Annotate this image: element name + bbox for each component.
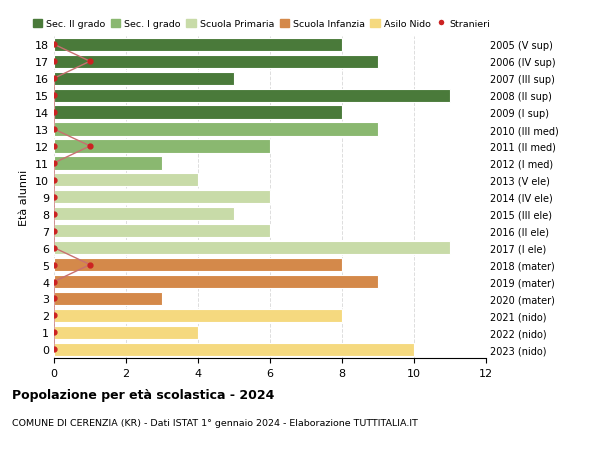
- Bar: [54, 140, 270, 153]
- Bar: [54, 106, 342, 119]
- Bar: [54, 90, 450, 102]
- Bar: [54, 56, 378, 69]
- Text: COMUNE DI CERENZIA (KR) - Dati ISTAT 1° gennaio 2024 - Elaborazione TUTTITALIA.I: COMUNE DI CERENZIA (KR) - Dati ISTAT 1° …: [12, 418, 418, 427]
- Bar: [54, 309, 342, 322]
- Bar: [54, 39, 342, 52]
- Text: Popolazione per età scolastica - 2024: Popolazione per età scolastica - 2024: [12, 388, 274, 401]
- Bar: [54, 73, 234, 85]
- Bar: [54, 207, 234, 221]
- Bar: [54, 275, 378, 289]
- Bar: [54, 191, 270, 204]
- Legend: Sec. II grado, Sec. I grado, Scuola Primaria, Scuola Infanzia, Asilo Nido, Stran: Sec. II grado, Sec. I grado, Scuola Prim…: [33, 20, 490, 29]
- Bar: [54, 292, 162, 305]
- Y-axis label: Età alunni: Età alunni: [19, 169, 29, 225]
- Bar: [54, 343, 414, 356]
- Bar: [54, 123, 378, 136]
- Bar: [54, 326, 198, 339]
- Bar: [54, 224, 270, 238]
- Bar: [54, 241, 450, 255]
- Bar: [54, 258, 342, 272]
- Bar: [54, 157, 162, 170]
- Bar: [54, 174, 198, 187]
